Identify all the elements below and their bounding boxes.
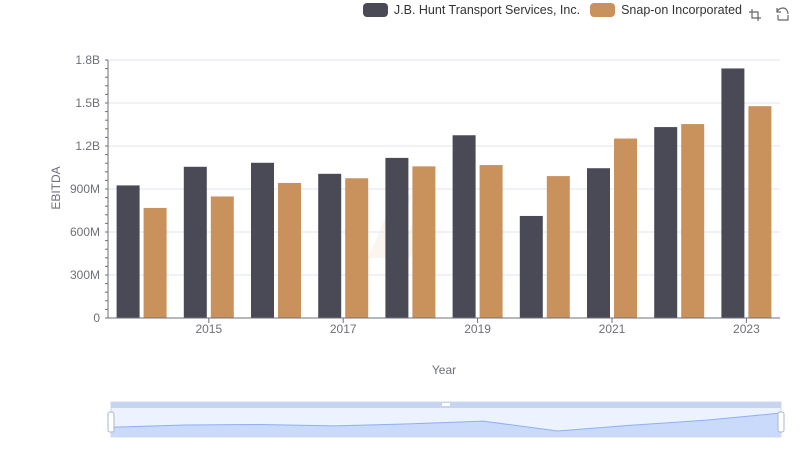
data-zoom-icon[interactable] [748,6,764,22]
datazoom-slider[interactable] [107,401,785,438]
bar-jb-hunt-2017[interactable] [318,173,342,318]
bar-jb-hunt-2021[interactable] [587,168,610,318]
y-tick-label: 300M [70,268,100,282]
legend-label-jb-hunt: J.B. Hunt Transport Services, Inc. [393,3,581,17]
bar-jb-hunt-2016[interactable] [251,162,274,318]
bar-snap-on-2022[interactable] [681,124,705,318]
y-tick-label: 1.2B [75,139,100,153]
y-axis: 0 300M 600M 900M 1.2B 1.5B 1.8B [70,53,109,325]
x-tick-label: 2015 [195,322,222,336]
bar-jb-hunt-2022[interactable] [654,127,678,318]
datazoom-selection[interactable] [111,402,781,437]
datazoom-handle-right[interactable] [777,411,785,433]
bar-snap-on-2019[interactable] [479,165,503,318]
x-tick-label: 2021 [599,322,626,336]
x-axis-label: Year [432,363,456,377]
y-tick-label: 1.8B [75,53,100,67]
bar-jb-hunt-2020[interactable] [519,215,543,318]
bar-jb-hunt-2023[interactable] [721,68,745,318]
datazoom-handle-left[interactable] [107,411,115,433]
toolbox [748,6,790,22]
legend-item-jb-hunt[interactable]: J.B. Hunt Transport Services, Inc. [362,3,581,17]
legend-item-snap-on[interactable]: Snap-on Incorporated [590,3,742,17]
legend-swatch-snap-on [590,3,616,17]
legend-swatch-jb-hunt [362,3,388,17]
bar-snap-on-2020[interactable] [546,176,570,318]
y-tick-label: 1.5B [75,96,100,110]
legend-label-snap-on: Snap-on Incorporated [621,3,742,17]
bar-jb-hunt-2015[interactable] [183,166,207,318]
y-tick-label: 0 [93,311,100,325]
y-tick-label: 600M [70,225,100,239]
y-tick-label: 900M [70,182,100,196]
bar-snap-on-2018[interactable] [412,166,436,318]
bar-jb-hunt-2018[interactable] [385,157,409,318]
x-tick-label: 2019 [464,322,491,336]
y-axis-label: EBITDA [49,166,63,209]
bar-jb-hunt-2014[interactable] [116,185,140,318]
legend: J.B. Hunt Transport Services, Inc. Snap-… [362,3,742,17]
datazoom-area [111,413,781,437]
bar-snap-on-2023[interactable] [748,106,772,318]
x-tick-label: 2017 [330,322,357,336]
x-tick-label: 2023 [733,322,760,336]
bar-snap-on-2016[interactable] [278,182,301,318]
bar-snap-on-2021[interactable] [614,138,637,318]
bar-jb-hunt-2019[interactable] [452,135,476,318]
bar-snap-on-2017[interactable] [345,178,369,318]
bar-snap-on-2014[interactable] [143,207,167,318]
x-axis: 2015 2017 2019 2021 2023 [108,317,780,336]
zoom-reset-icon[interactable] [774,6,790,22]
datazoom-grip[interactable] [442,403,450,406]
bars [116,68,772,318]
bar-snap-on-2015[interactable] [210,196,234,318]
grid-lines [108,59,780,319]
datazoom-line [110,412,782,432]
